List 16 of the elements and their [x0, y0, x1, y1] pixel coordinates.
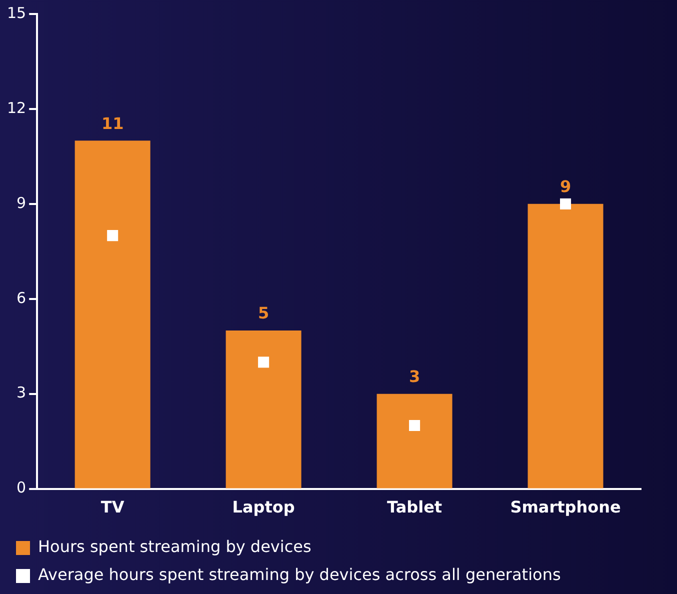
y-tick-label: 15 [6, 4, 26, 22]
x-tick-label: Smartphone [510, 498, 621, 517]
y-tick-label: 9 [16, 194, 26, 212]
data-label: 5 [258, 304, 270, 323]
legend-label: Hours spent streaming by devices [38, 537, 312, 556]
x-tick-label: TV [100, 498, 125, 517]
legend-label: Average hours spent streaming by devices across all generations [38, 565, 561, 584]
y-tick-label: 0 [16, 478, 26, 497]
y-tick-label: 3 [16, 384, 26, 402]
x-tick-label: Tablet [386, 498, 442, 517]
y-tick-label: 6 [16, 288, 26, 307]
data-label: 9 [560, 177, 572, 196]
data-label: 3 [408, 366, 420, 386]
data-label: 11 [101, 114, 124, 133]
x-tick-label: Laptop [232, 498, 295, 517]
y-tick-label: 12 [6, 98, 26, 117]
